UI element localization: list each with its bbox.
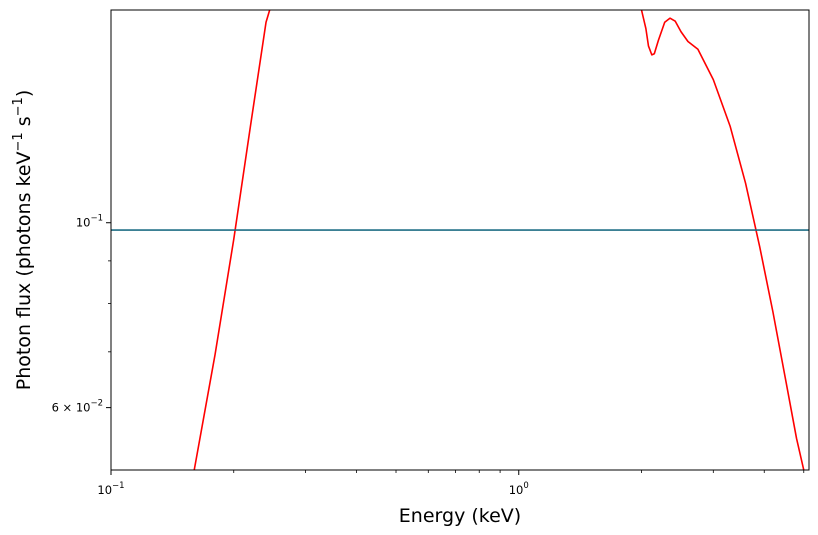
y-axis-label-sup-1: −1 bbox=[11, 132, 26, 151]
y-axis-label-close: ) bbox=[13, 90, 35, 97]
y-axis-label-unit-s: s bbox=[13, 116, 35, 132]
y-tick-label: 10−1 bbox=[76, 214, 103, 230]
series-line-2 bbox=[640, 10, 805, 470]
y-axis-label: Photon flux (photons keV−1 s−1) bbox=[11, 90, 35, 391]
x-tick-label: 10−1 bbox=[97, 481, 124, 497]
plot-frame bbox=[110, 9, 810, 471]
tick-layer: 10−1 100 10−1 6 × 10−2 bbox=[52, 214, 805, 497]
y-axis-label-main: Photon flux (photons keV bbox=[13, 151, 35, 390]
series-line-1 bbox=[193, 10, 271, 470]
series-layer bbox=[111, 10, 809, 470]
y-axis-label-sup-2: −1 bbox=[11, 97, 26, 116]
x-tick-label: 100 bbox=[509, 481, 529, 497]
x-axis-label: Energy (keV) bbox=[399, 505, 521, 527]
y-tick-label: 6 × 10−2 bbox=[52, 399, 103, 415]
